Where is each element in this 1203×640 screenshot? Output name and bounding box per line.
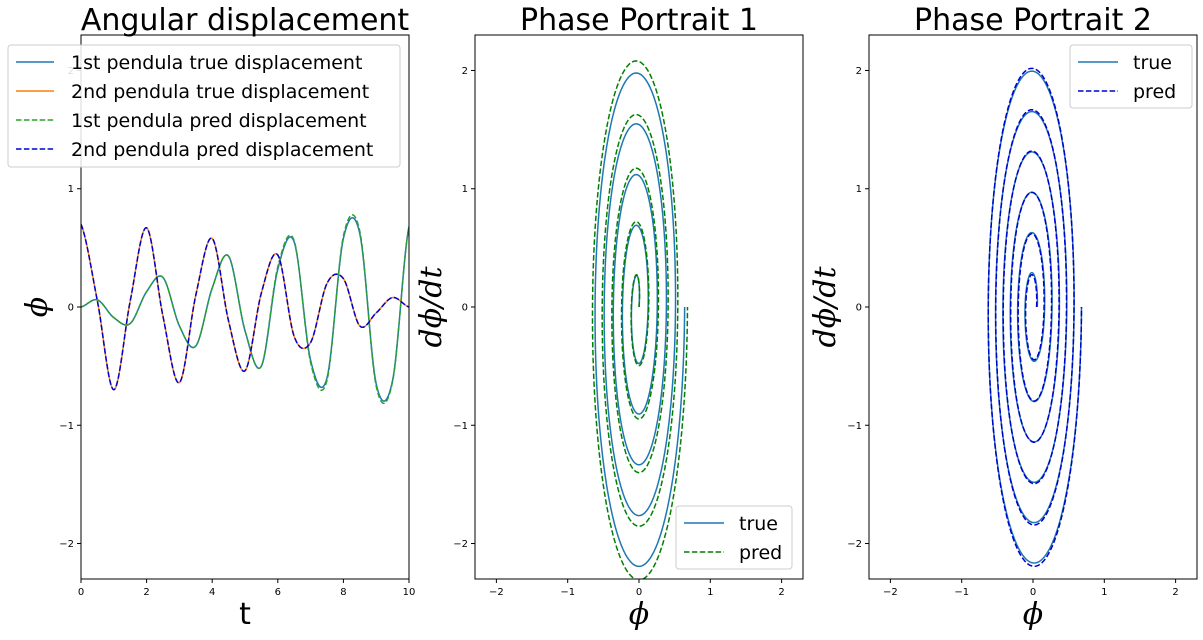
y-tick-label: −2 <box>59 539 74 550</box>
chart-phase-portrait-2: −2 −1 0 1 2 −2 −1 0 1 2 Phase Portrait 2 ϕ dϕ/dt true… <box>808 3 1198 632</box>
legend-label-true: true <box>739 513 778 535</box>
plot-area <box>591 60 689 579</box>
x-tick-label: 8 <box>340 587 346 598</box>
y-axis-label: ϕ <box>20 297 55 317</box>
y-tick-label: 1 <box>856 184 862 195</box>
x-tick-label: −2 <box>489 587 504 598</box>
series-line-2nd-pendula-pred-displacement <box>81 223 409 391</box>
legend-box <box>7 44 401 168</box>
y-tick-label: 2 <box>462 66 468 77</box>
axes-frame <box>868 34 1198 580</box>
series-line-1st-pendula-pred-displacement <box>81 214 409 405</box>
x-tick-label: 2 <box>778 587 784 598</box>
y-tick-label: 0 <box>856 303 862 314</box>
y-tick-label: −1 <box>847 421 862 432</box>
legend-box <box>675 505 793 570</box>
legend-box <box>1069 44 1193 109</box>
legend-label-1st-pendula-pred-displacement: 1st pendula pred displacement <box>71 110 367 132</box>
chart-phase-portrait-1: −2 −1 0 1 2 −2 −1 0 1 2 Phase Portrait 1 ϕ dϕ/dt true… <box>414 3 804 632</box>
y-tick-label: −2 <box>847 539 862 550</box>
plot-area <box>987 67 1083 568</box>
series-line-pred <box>987 67 1083 568</box>
series-line-pred <box>591 60 689 579</box>
y-tick-label: −2 <box>453 539 468 550</box>
legend-label-pred: pred <box>739 542 782 564</box>
y-tick-label: 1 <box>68 184 74 195</box>
legend-label-true: true <box>1133 52 1172 74</box>
x-tick-label: 0 <box>78 587 84 598</box>
x-tick-label: 2 <box>143 587 149 598</box>
y-axis-label: dϕ/dt <box>808 266 843 348</box>
x-tick-label: 1 <box>1101 587 1107 598</box>
legend-label-pred: pred <box>1133 81 1176 103</box>
x-axis-label: ϕ <box>1023 597 1043 632</box>
x-axis-label: ϕ <box>629 597 649 632</box>
series-line-true <box>594 72 686 568</box>
x-tick-label: −2 <box>883 587 898 598</box>
y-tick-label: 1 <box>462 184 468 195</box>
x-tick-label: 4 <box>209 587 215 598</box>
x-tick-label: 6 <box>275 587 281 598</box>
legend: true pred <box>675 505 793 570</box>
y-tick-label: 0 <box>462 303 468 314</box>
y-tick-label: 2 <box>856 66 862 77</box>
series-line-1st-pendula-true-displacement <box>81 217 409 402</box>
x-tick-label: 1 <box>707 587 713 598</box>
legend-label-2nd-pendula-pred-displacement: 2nd pendula pred displacement <box>71 139 373 161</box>
x-tick-label: −1 <box>560 587 575 598</box>
x-tick-label: 10 <box>403 587 416 598</box>
y-tick-label: −1 <box>453 421 468 432</box>
y-tick-label: −1 <box>59 421 74 432</box>
legend-label-1st-pendula-true-displacement: 1st pendula true displacement <box>71 52 362 74</box>
chart-title: Angular displacement <box>81 3 410 38</box>
chart-title: Phase Portrait 1 <box>520 3 758 38</box>
series-line-2nd-pendula-true-displacement <box>81 223 409 391</box>
legend-label-2nd-pendula-true-displacement: 2nd pendula true displacement <box>71 81 369 103</box>
legend: 1st pendula true displacement 2nd pendula… <box>7 44 401 168</box>
legend: true pred <box>1069 44 1193 109</box>
y-tick-label: 0 <box>68 303 74 314</box>
chart-title: Phase Portrait 2 <box>914 3 1152 38</box>
x-axis-label: t <box>239 597 251 632</box>
x-tick-label: 2 <box>1172 587 1178 598</box>
x-tick-label: 0 <box>636 587 642 598</box>
x-tick-label: 0 <box>1030 587 1036 598</box>
y-axis-label: dϕ/dt <box>414 266 449 348</box>
x-tick-label: −1 <box>954 587 969 598</box>
plot-area <box>81 214 409 405</box>
